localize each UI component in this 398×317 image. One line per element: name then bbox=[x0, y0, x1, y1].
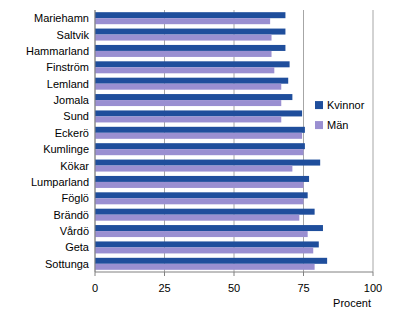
bars bbox=[95, 12, 327, 270]
chart: Mariehamn Saltvik Hammarland Finström Lemlan… bbox=[0, 0, 398, 317]
category-label: Kökar bbox=[60, 160, 89, 172]
category-label: Kumlinge bbox=[43, 143, 89, 155]
tick-label: 100 bbox=[364, 282, 382, 294]
legend-label: Män bbox=[327, 119, 348, 131]
bar bbox=[95, 264, 315, 270]
bar bbox=[95, 61, 290, 67]
legend-label: Kvinnor bbox=[327, 99, 365, 111]
axis-label: Procent bbox=[333, 297, 371, 309]
category-label: Sund bbox=[63, 110, 89, 122]
bar bbox=[95, 127, 305, 133]
category-label: Finström bbox=[46, 61, 89, 73]
bar bbox=[95, 160, 320, 166]
category-label: Sottunga bbox=[45, 258, 90, 270]
category-label: Föglö bbox=[61, 192, 89, 204]
category-label: Lumparland bbox=[31, 176, 89, 188]
category-label: Mariehamn bbox=[34, 12, 89, 24]
tick-label: 75 bbox=[297, 282, 309, 294]
tick bbox=[303, 272, 304, 276]
bar bbox=[95, 100, 281, 106]
bar bbox=[95, 143, 305, 149]
tick bbox=[234, 272, 235, 276]
category-label: Saltvik bbox=[57, 29, 90, 41]
bar bbox=[95, 133, 302, 139]
bar bbox=[95, 247, 313, 253]
bar bbox=[95, 176, 309, 182]
legend-swatch bbox=[315, 101, 323, 109]
category-label: Jomala bbox=[54, 94, 90, 106]
tick-label: 50 bbox=[228, 282, 240, 294]
legend: Kvinnor Män bbox=[311, 95, 369, 139]
bar bbox=[95, 29, 285, 35]
bar bbox=[95, 67, 274, 73]
grid-line bbox=[95, 10, 96, 272]
category-label: Lemland bbox=[47, 78, 89, 90]
bar bbox=[95, 116, 281, 122]
bar bbox=[95, 78, 288, 84]
bar bbox=[95, 258, 327, 264]
bar bbox=[95, 110, 302, 116]
bar bbox=[95, 192, 308, 198]
bar bbox=[95, 18, 270, 24]
bar bbox=[95, 149, 304, 155]
bar bbox=[95, 198, 304, 204]
bar bbox=[95, 12, 285, 18]
bar bbox=[95, 35, 272, 41]
bar bbox=[95, 182, 304, 188]
legend-box bbox=[311, 95, 369, 139]
bar bbox=[95, 225, 323, 231]
category-label: Eckerö bbox=[55, 127, 89, 139]
legend-swatch bbox=[315, 121, 323, 129]
bar bbox=[95, 84, 281, 90]
bar bbox=[95, 241, 319, 247]
category-label: Geta bbox=[65, 241, 90, 253]
grid-line bbox=[373, 10, 374, 272]
bar bbox=[95, 94, 292, 100]
tick-label: 25 bbox=[158, 282, 170, 294]
tick-label: 0 bbox=[92, 282, 98, 294]
y-axis bbox=[95, 10, 96, 272]
category-label: Vårdö bbox=[60, 225, 89, 237]
bar bbox=[95, 51, 272, 57]
category-label: Hammarland bbox=[26, 45, 89, 57]
bar bbox=[95, 166, 292, 172]
bar bbox=[95, 231, 308, 237]
tick bbox=[164, 272, 165, 276]
tick bbox=[95, 272, 96, 276]
bar bbox=[95, 215, 299, 221]
bar bbox=[95, 209, 315, 215]
tick bbox=[373, 272, 374, 276]
category-label: Brändö bbox=[54, 209, 89, 221]
bar bbox=[95, 45, 285, 51]
